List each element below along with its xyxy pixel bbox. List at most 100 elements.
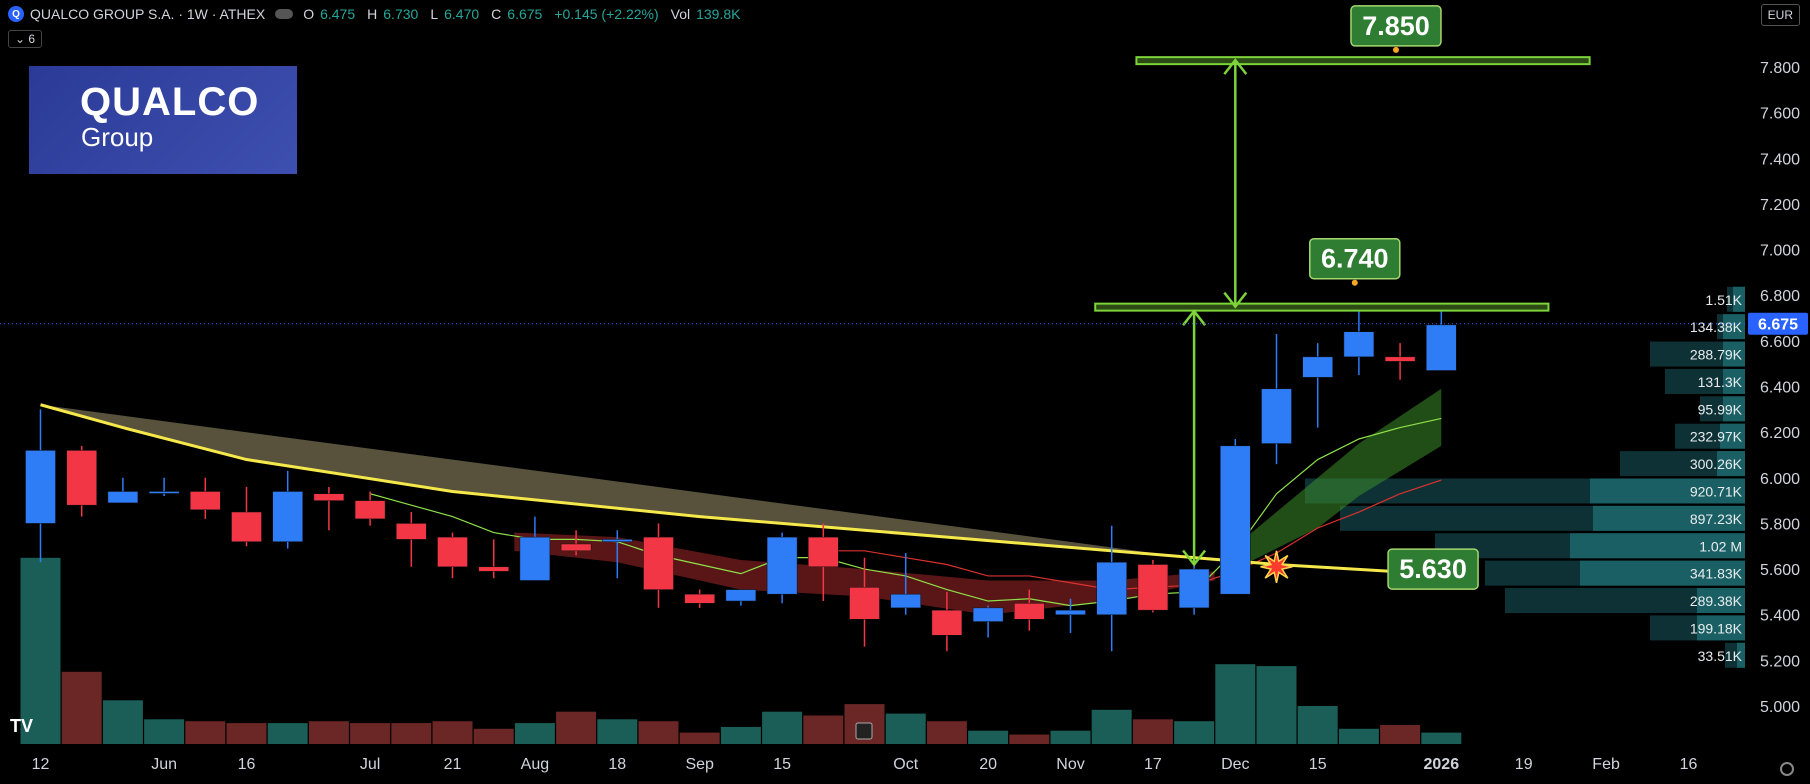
volume-bar [1421, 732, 1462, 744]
y-axis-tick: 5.000 [1760, 699, 1800, 716]
x-axis-tick: Dec [1221, 756, 1249, 773]
tradingview-logo-icon[interactable]: TV [10, 716, 34, 736]
volume-profile-label: 131.3K [1698, 374, 1743, 390]
symbol-logo-icon: Q [8, 6, 24, 22]
last-price-value: 6.675 [1758, 317, 1798, 334]
volume-profile-label: 232.97K [1690, 429, 1743, 445]
x-axis-tick: 18 [608, 756, 626, 773]
indicators-toggle-button[interactable]: ⌄ 6 [8, 30, 43, 48]
volume-bar [556, 711, 597, 744]
candle-body [725, 589, 757, 602]
yellow-trend-curve [40, 403, 1392, 573]
candle-body [66, 450, 97, 506]
volume-profile-bar-up [1733, 286, 1745, 312]
volume-profile-bar-up [1717, 451, 1745, 477]
volume-bar [473, 728, 514, 744]
volume-bar [514, 723, 555, 744]
volume-bar [308, 721, 349, 744]
candle-body [272, 491, 303, 542]
volume-bar [968, 730, 1009, 744]
ema-slow-line [823, 479, 1442, 591]
volume-bar [61, 671, 102, 744]
volume-bar [391, 723, 432, 744]
visibility-toggle-icon[interactable] [275, 9, 294, 19]
volume-bar [185, 721, 226, 744]
logo-line-1: QUALCO [80, 80, 260, 124]
volume-bar [885, 713, 926, 744]
candle-body [602, 539, 633, 542]
volume-bar [1297, 706, 1338, 744]
open-value: 6.475 [320, 6, 356, 22]
currency-selector[interactable]: EUR [1760, 4, 1800, 26]
candle-body [1343, 331, 1375, 358]
candle-body [190, 491, 221, 510]
volume-bar [1215, 664, 1256, 744]
candle-body [1220, 445, 1251, 595]
volume-profile-label: 1.51K [1705, 292, 1742, 308]
x-axis-tick: Jul [360, 756, 380, 773]
volume-bar [1338, 728, 1379, 744]
y-axis-tick: 6.800 [1760, 288, 1800, 305]
last-price-badge [1748, 312, 1808, 335]
x-axis-tick: 20 [979, 756, 997, 773]
x-axis-tick: 21 [444, 756, 462, 773]
volume-bar [1256, 666, 1297, 744]
volume-profile-label: 1.02 M [1699, 538, 1742, 554]
x-axis-tick: 12 [32, 756, 50, 773]
candle-body [1426, 324, 1457, 371]
candle-body [25, 450, 56, 524]
open-label: O [303, 6, 315, 22]
x-axis-tick: Jun [151, 756, 177, 773]
volume-bar [762, 711, 803, 744]
volume-profile-bar-up [1593, 505, 1745, 531]
x-axis-tick: Aug [521, 756, 549, 773]
y-axis-tick: 5.200 [1760, 653, 1800, 670]
volume-bar [1091, 709, 1132, 744]
volume-bar [720, 726, 761, 744]
company-logo: QUALCO Group [29, 66, 297, 174]
volume-bar [432, 721, 473, 744]
volume-profile-label: 33.51K [1698, 648, 1743, 664]
candle-body [766, 536, 798, 595]
label-anchor-dot [1351, 279, 1358, 286]
volume-profile-label: 341.83K [1690, 566, 1743, 582]
volume-bar [1050, 730, 1091, 744]
x-axis-tick: 16 [238, 756, 256, 773]
y-axis-tick: 6.200 [1760, 425, 1800, 442]
volume-profile-bar-up [1737, 642, 1745, 668]
low-value: 6.470 [444, 6, 480, 22]
symbol-header[interactable]: Q QUALCO GROUP S.A. · 1W · ATHEX O 6.475 … [8, 6, 746, 22]
candle-body [1178, 568, 1210, 609]
target-box-mid [1094, 302, 1550, 312]
candle-body [1137, 564, 1169, 611]
candle-body [1261, 388, 1292, 444]
logo-line-2: Group [81, 122, 154, 152]
price-label-7850: 7.850 [1362, 11, 1430, 41]
candle-body [972, 607, 1004, 622]
y-axis-tick: 5.600 [1760, 562, 1800, 579]
y-axis-tick: 7.600 [1760, 106, 1800, 123]
x-axis-tick: 16 [1680, 756, 1698, 773]
price-label-5630-box [1387, 548, 1479, 590]
y-axis-tick: 7.200 [1760, 197, 1800, 214]
volume-profile-bar-up [1697, 588, 1745, 614]
volume-bar [1380, 725, 1421, 744]
candle-body [1302, 356, 1333, 378]
arrow-head-up-icon [1223, 58, 1248, 75]
earnings-marker-icon [855, 722, 873, 740]
volume-bar [1174, 721, 1215, 744]
candle-body [519, 536, 551, 581]
volume-profile-label: 920.71K [1690, 483, 1743, 499]
candle-body [931, 609, 963, 636]
y-axis-tick: 5.400 [1760, 608, 1800, 625]
volume-bar [638, 721, 679, 744]
change-value: +0.145 (+2.22%) [554, 6, 659, 22]
indicators-count: 6 [28, 32, 36, 46]
x-axis-tick: 15 [773, 756, 791, 773]
candle-body [560, 543, 592, 552]
x-axis-tick: 15 [1309, 756, 1327, 773]
volume-bar [20, 557, 61, 744]
settings-icon[interactable] [1780, 762, 1794, 776]
symbol-title[interactable]: QUALCO GROUP S.A. · 1W · ATHEX [30, 6, 266, 22]
